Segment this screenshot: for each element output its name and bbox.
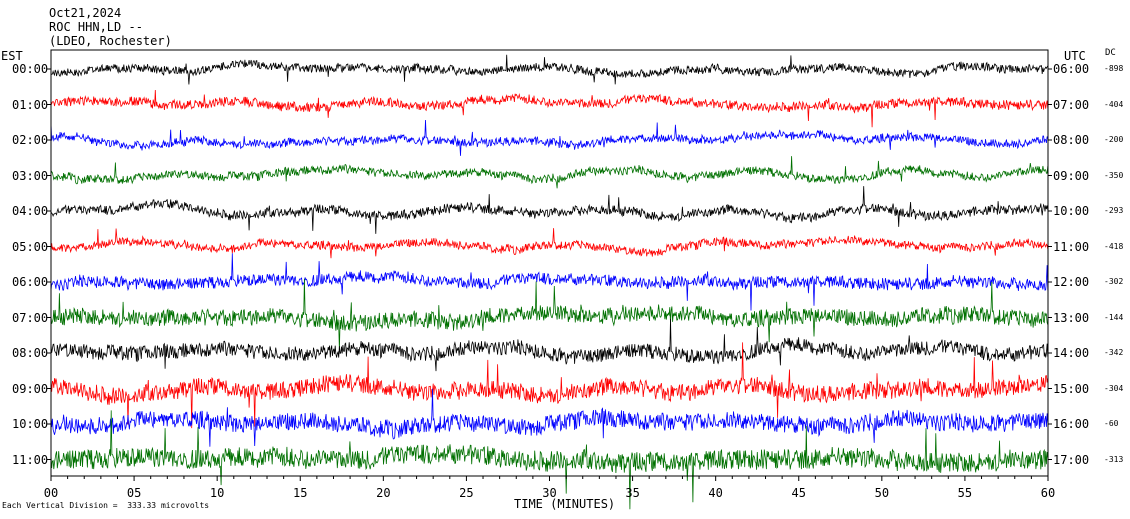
dc-offset-label: -144 xyxy=(1104,312,1124,322)
est-tick-label: 07:00 xyxy=(12,310,49,325)
utc-axis-title: UTC xyxy=(1064,49,1086,63)
x-tick-label: 10 xyxy=(209,486,225,500)
utc-tick-label: 13:00 xyxy=(1053,310,1090,325)
dc-offset-label: -350 xyxy=(1104,170,1124,180)
est-tick-label: 05:00 xyxy=(12,239,49,254)
utc-tick-label: 16:00 xyxy=(1053,417,1090,431)
x-tick-label: 05 xyxy=(126,486,142,500)
chart-date: Oct21,2024 xyxy=(49,6,122,20)
x-tick-label: 60 xyxy=(1040,486,1056,500)
dc-offset-label: -200 xyxy=(1104,135,1124,144)
utc-tick-label: 15:00 xyxy=(1053,381,1090,396)
trace-row-1 xyxy=(50,89,1049,128)
est-axis-title: EST xyxy=(1,49,23,63)
x-tick-label: 45 xyxy=(791,486,806,500)
chart-network: (LDEO, Rochester) xyxy=(49,34,172,48)
dc-axis-title: DC xyxy=(1105,48,1116,58)
x-tick-label: 25 xyxy=(459,486,474,500)
utc-tick-label: 09:00 xyxy=(1053,168,1090,183)
utc-tick-label: 14:00 xyxy=(1053,346,1090,360)
trace-row-10 xyxy=(50,388,1049,447)
dc-offset-label: -898 xyxy=(1104,64,1124,73)
utc-tick-label: 17:00 xyxy=(1053,452,1090,467)
scale-footnote: Each Vertical Division = 333.33 microvol… xyxy=(2,501,210,510)
utc-tick-label: 11:00 xyxy=(1053,239,1090,254)
x-tick-label: 20 xyxy=(376,486,391,500)
trace-row-5 xyxy=(50,228,1049,259)
utc-tick-label: 06:00 xyxy=(1053,62,1090,76)
dc-offset-label: -293 xyxy=(1104,206,1124,215)
x-tick-label: 50 xyxy=(874,486,890,500)
trace-row-6 xyxy=(50,253,1049,311)
dc-offset-label: -342 xyxy=(1104,348,1124,357)
utc-tick-label: 07:00 xyxy=(1053,97,1090,112)
est-tick-label: 09:00 xyxy=(12,381,49,396)
dc-offset-label: -304 xyxy=(1104,383,1124,393)
est-tick-label: 10:00 xyxy=(12,417,49,431)
x-tick-label: 55 xyxy=(957,486,973,500)
trace-row-8 xyxy=(50,318,1049,372)
dc-offset-label: -302 xyxy=(1104,277,1124,286)
trace-row-9 xyxy=(50,342,1049,429)
est-tick-label: 11:00 xyxy=(12,452,49,467)
trace-row-4 xyxy=(50,186,1049,234)
est-tick-label: 02:00 xyxy=(12,133,49,147)
est-tick-label: 01:00 xyxy=(12,97,49,112)
trace-row-7 xyxy=(50,278,1049,351)
dc-offset-label: -60 xyxy=(1104,419,1119,428)
trace-row-11 xyxy=(50,410,1049,510)
est-tick-label: 00:00 xyxy=(12,62,49,76)
trace-row-0 xyxy=(50,54,1049,85)
dc-offset-label: -313 xyxy=(1104,454,1124,464)
est-tick-label: 06:00 xyxy=(12,275,49,289)
utc-tick-label: 12:00 xyxy=(1053,275,1090,289)
x-tick-label: 35 xyxy=(625,486,640,500)
trace-row-2 xyxy=(50,119,1049,156)
est-tick-label: 08:00 xyxy=(12,346,49,360)
dc-offset-label: -418 xyxy=(1104,241,1124,251)
x-tick-label: 15 xyxy=(293,486,308,500)
dc-offset-label: -404 xyxy=(1104,99,1124,109)
x-tick-label: 30 xyxy=(542,486,557,500)
utc-tick-label: 10:00 xyxy=(1053,204,1090,218)
est-tick-label: 03:00 xyxy=(12,168,49,183)
x-tick-label: 00 xyxy=(43,486,59,500)
est-tick-label: 04:00 xyxy=(12,204,49,218)
chart-station: ROC HHN,LD -- xyxy=(49,20,143,34)
x-tick-label: 40 xyxy=(708,486,723,500)
trace-row-3 xyxy=(50,156,1049,189)
utc-tick-label: 08:00 xyxy=(1053,133,1090,147)
x-axis-title: TIME (MINUTES) xyxy=(514,497,616,511)
